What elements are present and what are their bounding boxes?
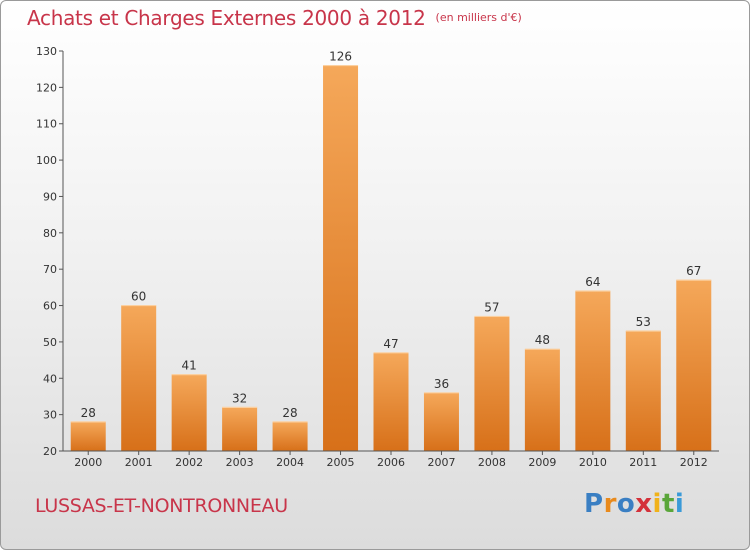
data-label: 126 xyxy=(329,50,352,64)
logo-letter: P xyxy=(584,489,604,519)
data-label: 28 xyxy=(282,406,297,420)
y-tick-label: 130 xyxy=(36,45,57,58)
x-tick-label: 2011 xyxy=(629,456,657,469)
y-tick-label: 20 xyxy=(43,445,57,458)
y-tick-label: 100 xyxy=(36,154,57,167)
data-label: 57 xyxy=(484,300,499,314)
bar xyxy=(524,349,560,451)
x-tick-label: 2004 xyxy=(276,456,304,469)
y-tick-label: 70 xyxy=(43,263,57,276)
bar xyxy=(625,331,661,451)
logo-letter: r xyxy=(603,489,617,519)
y-tick-label: 30 xyxy=(43,409,57,422)
bar xyxy=(373,352,409,451)
data-label: 64 xyxy=(585,275,600,289)
y-tick-label: 120 xyxy=(36,81,57,94)
bar xyxy=(70,421,106,451)
y-tick-label: 50 xyxy=(43,336,57,349)
logo-letter: x xyxy=(635,489,653,519)
bar xyxy=(474,316,510,451)
logo-letter: i xyxy=(652,489,662,519)
y-tick-label: 80 xyxy=(43,227,57,240)
proxiti-logo: Proxiti xyxy=(584,489,684,519)
data-label: 41 xyxy=(182,359,197,373)
bar xyxy=(121,305,157,451)
logo-letter: t xyxy=(661,489,675,519)
x-tick-label: 2006 xyxy=(377,456,405,469)
x-tick-label: 2009 xyxy=(528,456,556,469)
data-label: 32 xyxy=(232,391,247,405)
x-tick-label: 2003 xyxy=(226,456,254,469)
y-tick-label: 60 xyxy=(43,300,57,313)
data-label: 67 xyxy=(686,264,701,278)
bar xyxy=(575,291,611,451)
bar xyxy=(171,374,207,451)
x-tick-label: 2000 xyxy=(74,456,102,469)
x-tick-label: 2005 xyxy=(327,456,355,469)
x-tick-label: 2010 xyxy=(579,456,607,469)
data-label: 48 xyxy=(535,333,550,347)
x-tick-label: 2007 xyxy=(427,456,455,469)
x-tick-label: 2012 xyxy=(680,456,708,469)
bar xyxy=(222,407,258,451)
logo-letter: i xyxy=(674,489,685,519)
y-axis: 20 30 40 50 60 70 80 90 100 110 120 130 xyxy=(36,45,64,458)
y-tick-label: 90 xyxy=(43,190,57,203)
data-label: 60 xyxy=(131,290,146,304)
place-name: LUSSAS-ET-NONTRONNEAU xyxy=(35,495,288,517)
x-tick-label: 2002 xyxy=(175,456,203,469)
bar xyxy=(272,421,308,451)
chart-title: Achats et Charges Externes 2000 à 2012 (e… xyxy=(27,6,522,30)
y-tick-label: 110 xyxy=(36,118,57,131)
x-tick-label: 2008 xyxy=(478,456,506,469)
bar xyxy=(423,392,459,451)
bars: 28 60 41 32 28 126 47 36 57 48 64 53 67 xyxy=(70,50,712,451)
y-tick-label: 40 xyxy=(43,372,57,385)
data-label: 28 xyxy=(81,406,96,420)
bar xyxy=(676,280,712,451)
data-label: 53 xyxy=(636,315,651,329)
unit-label: (en milliers d'€) xyxy=(435,11,522,24)
x-axis: 2000 2001 2002 2003 2004 2005 2006 2007 2008 2009… xyxy=(63,450,719,469)
logo-letter: o xyxy=(616,489,636,519)
x-tick-label: 2001 xyxy=(125,456,153,469)
data-label: 36 xyxy=(434,377,449,391)
chart-title-text: Achats et Charges Externes 2000 à 2012 xyxy=(27,6,426,30)
bar xyxy=(323,65,359,451)
data-label: 47 xyxy=(383,337,398,351)
